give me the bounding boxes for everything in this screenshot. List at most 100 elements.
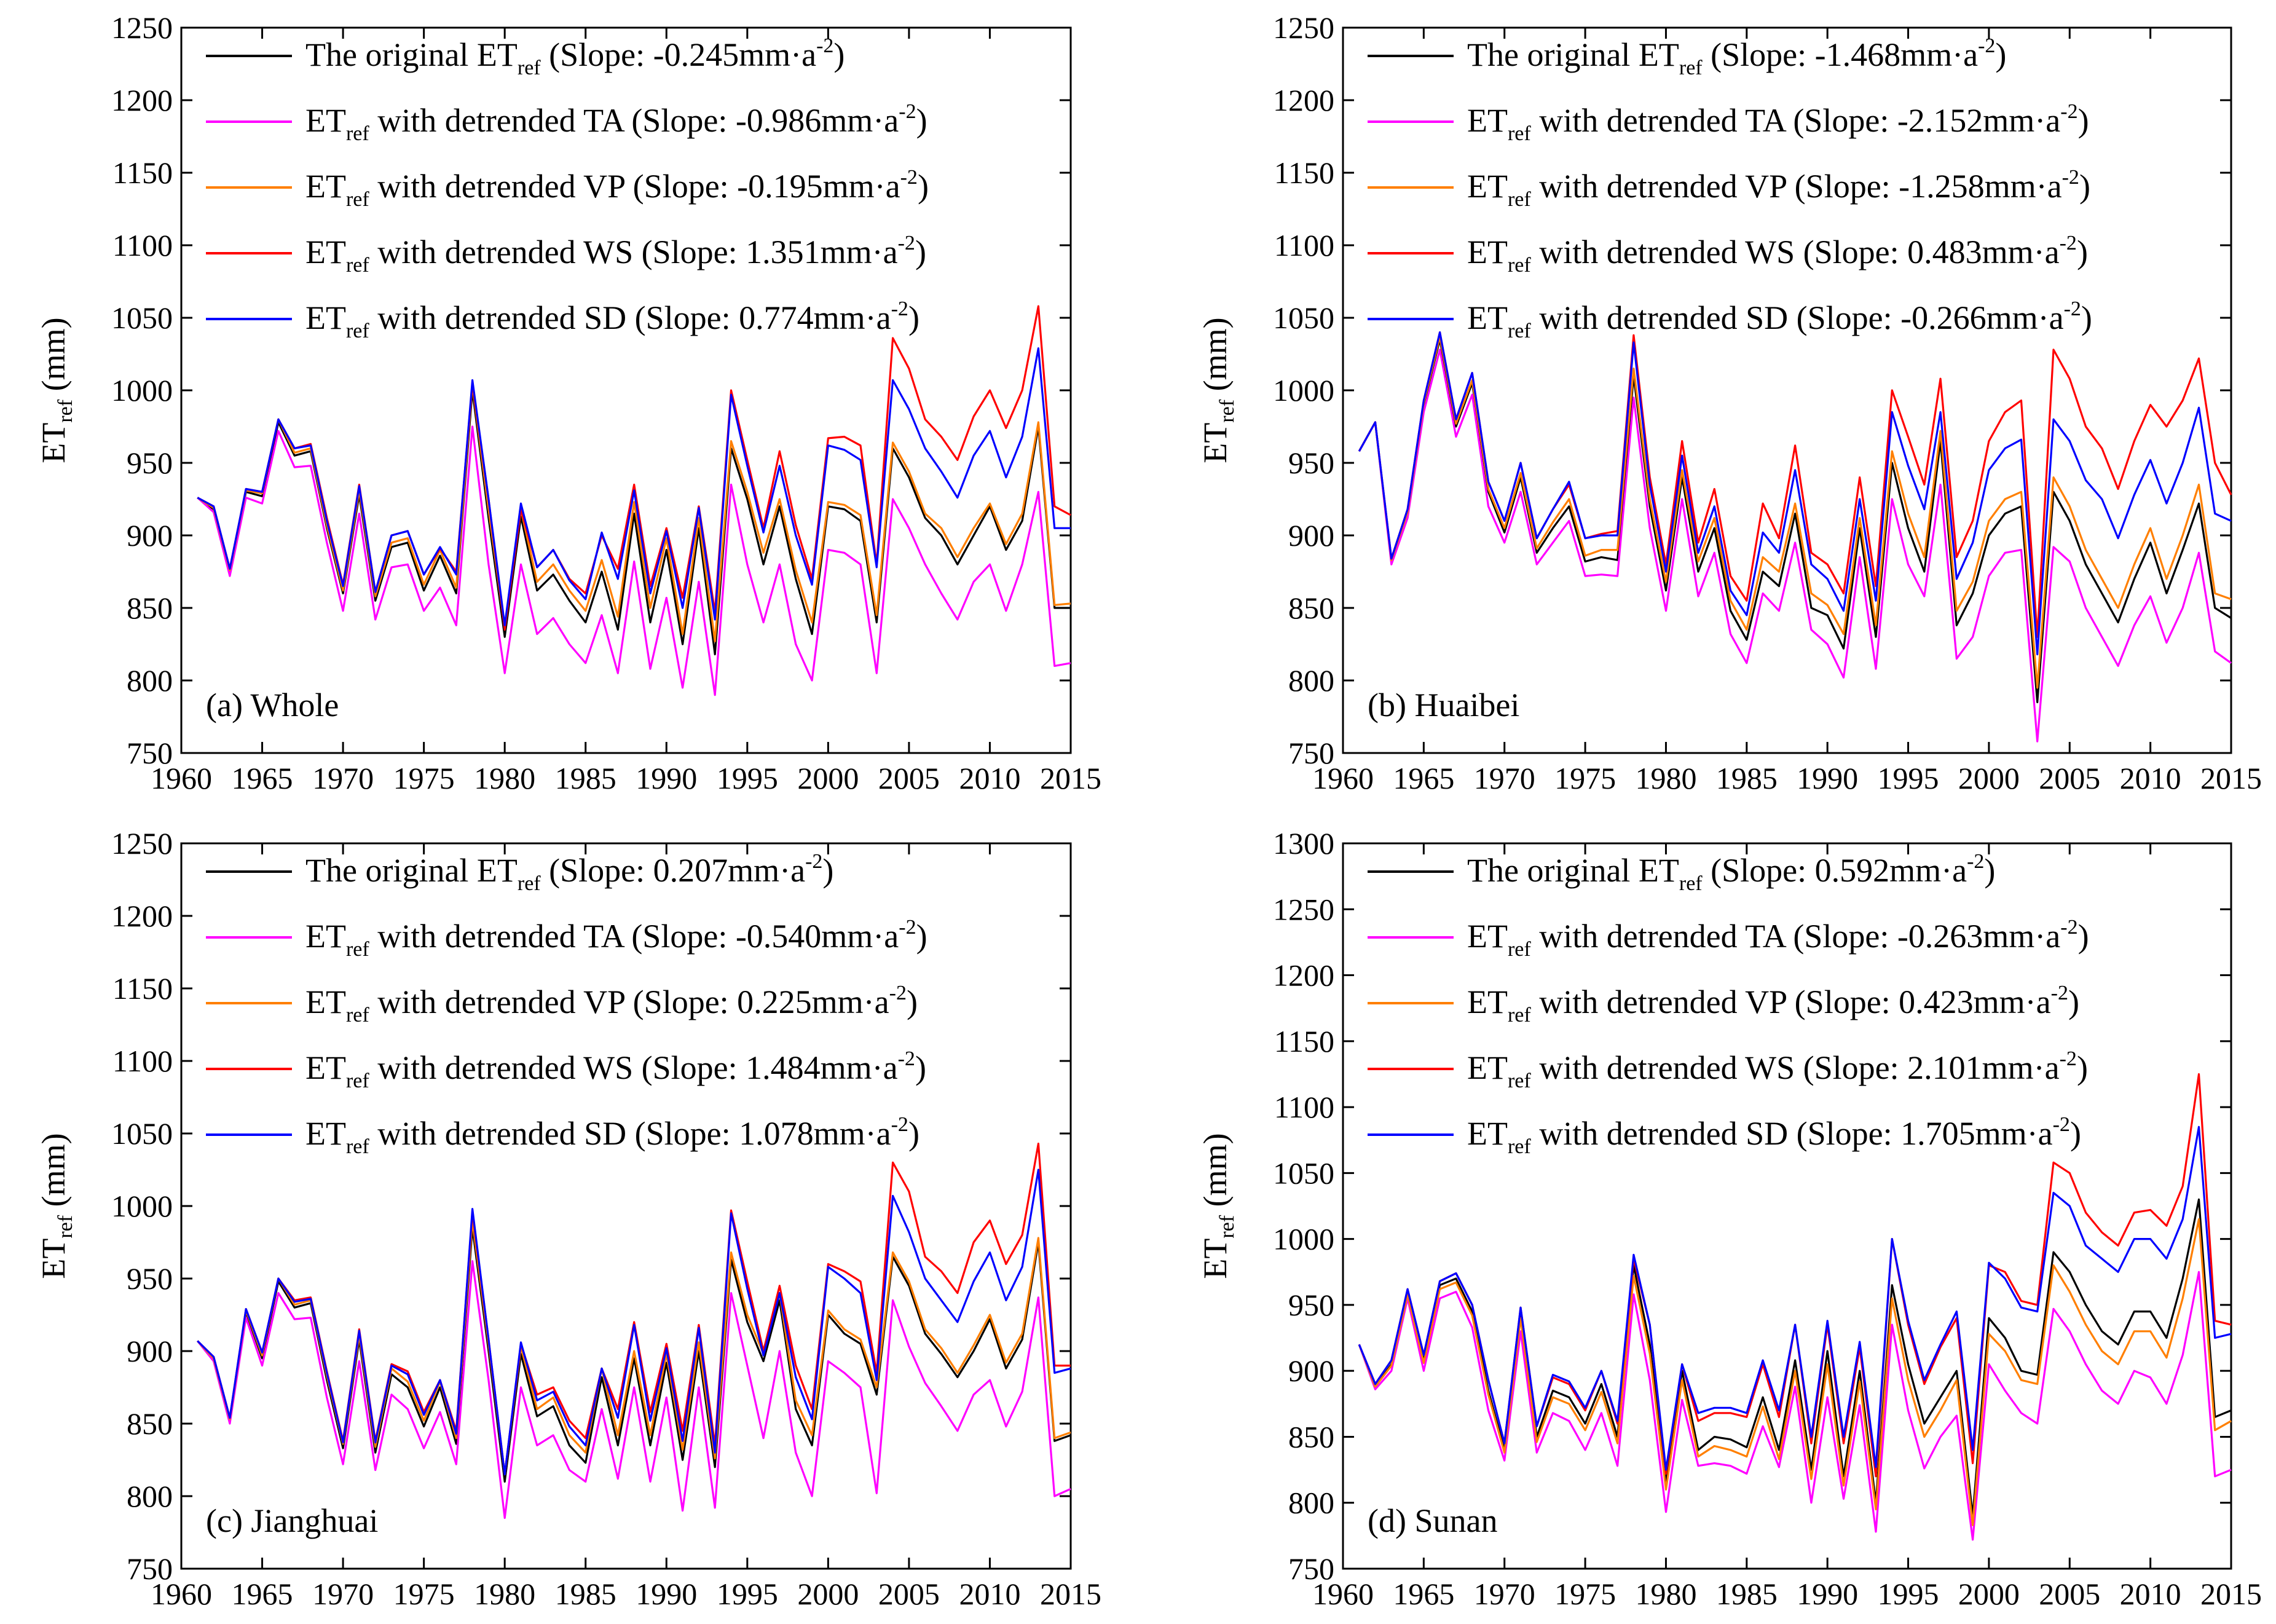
x-tick-label: 1970 xyxy=(312,1577,374,1611)
x-tick-label: 1985 xyxy=(1716,1577,1778,1611)
x-tick-label: 2015 xyxy=(1040,761,1101,795)
y-tick-label: 1250 xyxy=(111,826,173,861)
y-tick-label: 1200 xyxy=(111,83,173,117)
legend-item-1: The original ETref (Slope: -1.468mm·a-2) xyxy=(1368,34,2006,79)
y-tick-label: 850 xyxy=(1288,1419,1334,1454)
y-tick-label: 1050 xyxy=(1273,301,1334,335)
series-line-2 xyxy=(1358,349,2232,743)
x-tick-label: 1990 xyxy=(1797,1577,1858,1611)
x-tick-label: 2005 xyxy=(878,761,940,795)
x-tick-label: 2005 xyxy=(878,1577,940,1611)
x-tick-label: 1965 xyxy=(232,1577,293,1611)
y-axis-label: ETref (mm) xyxy=(1197,1133,1238,1279)
legend-label: The original ETref (Slope: 0.592mm·a-2) xyxy=(1467,850,1995,895)
legend-label: ETref with detrended WS (Slope: 1.351mm·… xyxy=(305,232,926,277)
y-tick-label: 1200 xyxy=(1273,83,1334,117)
x-tick-label: 2015 xyxy=(2200,761,2262,795)
y-tick-label: 1250 xyxy=(1273,892,1334,926)
legend-label: ETref with detrended VP (Slope: 0.423mm·… xyxy=(1467,982,2079,1027)
y-tick-label: 900 xyxy=(1288,518,1334,553)
y-tick-label: 900 xyxy=(127,518,173,553)
legend-label: ETref with detrended SD (Slope: 0.774mm·… xyxy=(305,298,919,342)
x-tick-label: 2015 xyxy=(1040,1577,1101,1611)
x-tick-label: 2010 xyxy=(2120,761,2181,795)
x-tick-label: 2005 xyxy=(2039,1577,2100,1611)
panel-label: (a) Whole xyxy=(206,687,339,723)
y-axis-label: ETref (mm) xyxy=(1197,317,1238,463)
y-tick-label: 1100 xyxy=(1274,1090,1334,1124)
legend-label: ETref with detrended TA (Slope: -0.263mm… xyxy=(1467,916,2089,961)
series-line-5 xyxy=(1358,1125,2232,1471)
y-tick-label: 1100 xyxy=(1274,228,1334,262)
y-tick-label: 1150 xyxy=(1274,156,1334,190)
legend-label: ETref with detrended WS (Slope: 1.484mm·… xyxy=(305,1047,926,1092)
legend-item-5: ETref with detrended SD (Slope: 0.774mm·… xyxy=(206,298,919,342)
y-tick-label: 1150 xyxy=(112,156,173,190)
y-tick-label: 750 xyxy=(1288,736,1334,770)
series-line-2 xyxy=(197,1260,1071,1519)
y-tick-label: 1000 xyxy=(1273,373,1334,408)
series-line-4 xyxy=(197,1142,1071,1476)
legend-label: ETref with detrended VP (Slope: -1.258mm… xyxy=(1467,166,2090,211)
y-tick-label: 800 xyxy=(1288,663,1334,698)
series-line-3 xyxy=(197,383,1071,642)
y-tick-label: 1200 xyxy=(1273,958,1334,993)
x-tick-label: 1985 xyxy=(555,761,616,795)
y-tick-label: 950 xyxy=(1288,446,1334,480)
y-tick-label: 800 xyxy=(127,1479,173,1513)
x-tick-label: 1965 xyxy=(1393,1577,1454,1611)
x-tick-label: 1990 xyxy=(636,1577,697,1611)
y-tick-label: 850 xyxy=(127,1406,173,1441)
y-tick-label: 800 xyxy=(127,663,173,698)
x-tick-label: 1980 xyxy=(1635,1577,1696,1611)
series-line-1 xyxy=(1358,338,2232,704)
legend-label: The original ETref (Slope: -1.468mm·a-2) xyxy=(1467,34,2006,79)
x-tick-label: 2010 xyxy=(2120,1577,2181,1611)
legend-label: ETref with detrended VP (Slope: 0.225mm·… xyxy=(305,982,918,1027)
x-tick-label: 1960 xyxy=(151,1577,212,1611)
x-tick-label: 1990 xyxy=(1797,761,1858,795)
panel-label: (b) Huaibei xyxy=(1368,687,1519,723)
series-line-5 xyxy=(1358,331,2232,656)
y-tick-label: 1050 xyxy=(111,1116,173,1151)
series-line-2 xyxy=(197,425,1071,696)
series-line-3 xyxy=(1358,336,2232,689)
legend-item-2: ETref with detrended TA (Slope: -0.263mm… xyxy=(1368,916,2089,961)
x-tick-label: 1975 xyxy=(1554,761,1616,795)
legend-label: ETref with detrended SD (Slope: 1.705mm·… xyxy=(1467,1113,2081,1158)
x-tick-label: 1960 xyxy=(1312,1577,1374,1611)
x-tick-label: 1975 xyxy=(1554,1577,1616,1611)
x-tick-label: 2000 xyxy=(1958,761,2020,795)
y-tick-label: 750 xyxy=(127,736,173,770)
chart-panel-4: 1960 1965 1970 1975 1980 1985 1990 1995 2000 2005… xyxy=(1197,826,2262,1611)
legend-item-5: ETref with detrended SD (Slope: 1.705mm·… xyxy=(1368,1113,2081,1158)
legend-item-2: ETref with detrended TA (Slope: -0.986mm… xyxy=(206,100,927,145)
y-tick-label: 1100 xyxy=(112,228,173,262)
series-line-5 xyxy=(197,347,1071,626)
chart-panel-1: 1960 1965 1970 1975 1980 1985 1990 1995 2000 2005… xyxy=(35,10,1101,795)
y-tick-label: 950 xyxy=(1288,1288,1334,1322)
y-tick-label: 950 xyxy=(127,446,173,480)
legend-label: ETref with detrended WS (Slope: 0.483mm·… xyxy=(1467,232,2088,277)
legend-label: ETref with detrended VP (Slope: -0.195mm… xyxy=(305,166,929,211)
legend-item-5: ETref with detrended SD (Slope: -0.266mm… xyxy=(1368,298,2092,342)
y-tick-label: 1200 xyxy=(111,899,173,933)
y-tick-label: 1000 xyxy=(111,1189,173,1223)
y-tick-label: 1000 xyxy=(1273,1222,1334,1256)
y-tick-label: 750 xyxy=(127,1551,173,1586)
x-tick-label: 1965 xyxy=(1393,761,1454,795)
y-tick-label: 1250 xyxy=(111,10,173,45)
y-tick-label: 1050 xyxy=(111,301,173,335)
chart-panel-3: 1960 1965 1970 1975 1980 1985 1990 1995 2000 2005… xyxy=(35,826,1101,1611)
legend-label: ETref with detrended WS (Slope: 2.101mm·… xyxy=(1467,1047,2088,1092)
y-tick-label: 1050 xyxy=(1273,1156,1334,1190)
series-line-3 xyxy=(1358,1218,2232,1526)
plot-frame xyxy=(1342,842,2232,1570)
legend-item-5: ETref with detrended SD (Slope: 1.078mm·… xyxy=(206,1113,919,1158)
x-tick-label: 2000 xyxy=(797,761,859,795)
y-tick-label: 900 xyxy=(1288,1354,1334,1388)
y-tick-label: 1300 xyxy=(1273,826,1334,861)
legend-label: ETref with detrended TA (Slope: -2.152mm… xyxy=(1467,100,2089,145)
y-tick-label: 750 xyxy=(1288,1551,1334,1586)
